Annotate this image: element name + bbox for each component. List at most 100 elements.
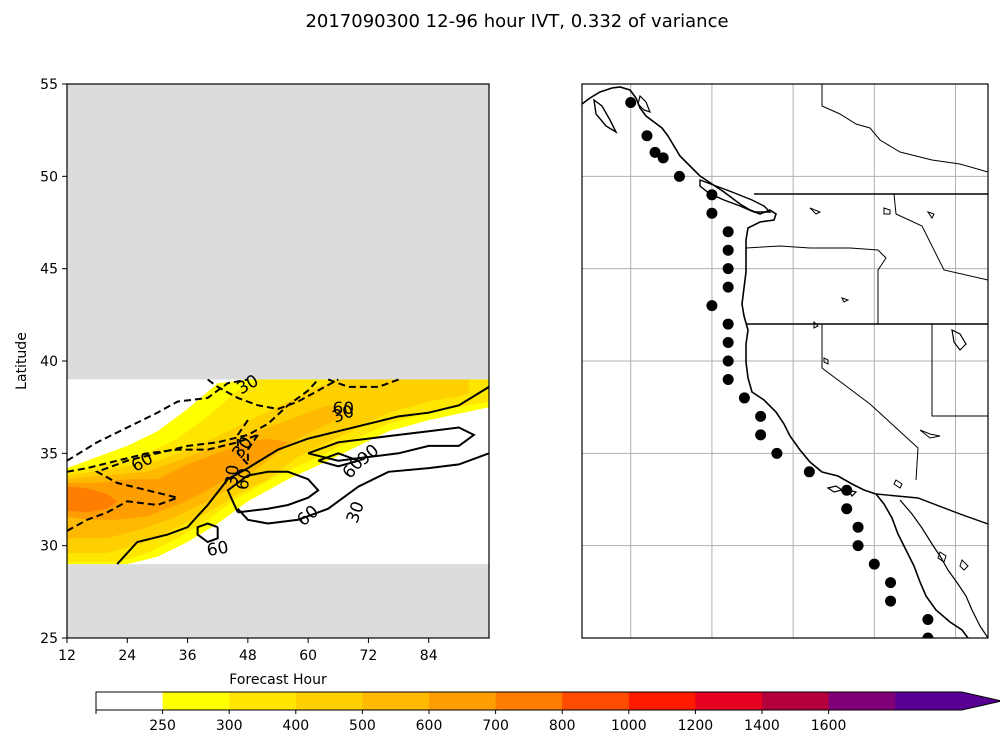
- positive-contour-line-90-5: [317, 452, 362, 468]
- negative-contour-line-60-1: [67, 378, 319, 532]
- colorbar-segment-2: [229, 692, 297, 710]
- colorbar-tick-label-800: 800: [549, 718, 576, 734]
- station-point-17: [755, 410, 767, 422]
- colorbar-segment-4: [362, 692, 430, 710]
- y-axis-label: Latitude: [14, 332, 30, 390]
- positive-contour-line-30-0: [116, 386, 489, 565]
- colorbar-tick-label-300: 300: [216, 718, 243, 734]
- interior-boundary: [821, 84, 988, 173]
- filled-contour-700: [67, 486, 118, 513]
- colorbar-tick-label-600: 600: [416, 718, 443, 734]
- station-point-11: [706, 300, 718, 312]
- station-point-12: [722, 318, 734, 330]
- gulf-islands: [637, 94, 652, 113]
- contour-lines: [67, 378, 489, 565]
- positive-contour-line-60-2: [226, 470, 320, 514]
- contour-label-1: 60: [332, 399, 354, 419]
- y-tick-label-35: 35: [40, 446, 58, 462]
- map-coastline-and-borders: [582, 84, 988, 638]
- map-gridlines: [582, 84, 988, 638]
- baja-islands: [937, 551, 969, 571]
- y-tick-label-55: 55: [40, 77, 58, 93]
- station-point-5: [706, 189, 718, 201]
- contour-label-5: 60: [233, 467, 256, 492]
- negative-contour-line-30-5: [236, 419, 259, 467]
- colorbar-segment-3: [295, 692, 363, 710]
- positive-contour-line-30-4: [237, 452, 489, 525]
- station-point-20: [803, 466, 815, 478]
- y-tick-label-50: 50: [40, 169, 58, 185]
- colorbar-segment-9: [695, 692, 763, 710]
- lake-small-4: [919, 429, 941, 439]
- map-frame: [581, 83, 989, 639]
- filled-contour-600: [67, 438, 288, 520]
- colorbar-segment-1: [162, 692, 230, 710]
- y-tick-label-30: 30: [40, 539, 58, 555]
- station-point-19: [771, 447, 783, 459]
- colorbar-tick-label-1200: 1200: [678, 718, 714, 734]
- station-point-8: [722, 244, 734, 256]
- colorbar-tick-label-1000: 1000: [611, 718, 647, 734]
- station-point-0: [625, 96, 637, 108]
- colorbar-segment-5: [429, 692, 497, 710]
- station-point-3: [657, 152, 669, 164]
- colorbar-tick-label-700: 700: [482, 718, 509, 734]
- station-point-6: [706, 207, 718, 219]
- california-nevada-border: [821, 324, 919, 481]
- negative-contour-line-60-0: [67, 378, 249, 462]
- figure-title: 2017090300 12-96 hour IVT, 0.332 of vari…: [305, 11, 728, 32]
- negative-contour-line-60-4: [327, 378, 399, 388]
- y-axis-ticks: 25 30 35 40 45 50 55: [40, 77, 67, 647]
- x-tick-label-84: 84: [420, 648, 438, 664]
- x-tick-label-72: 72: [360, 648, 378, 664]
- station-points: [625, 96, 934, 638]
- colorbar-tick-label-1600: 1600: [811, 718, 847, 734]
- station-point-15: [722, 373, 734, 385]
- haida-gwaii: [593, 98, 618, 134]
- station-point-29: [922, 632, 934, 638]
- lake-small-2: [883, 207, 935, 219]
- x-axis-ticks: 12 24 36 48 60 72 84: [58, 638, 438, 664]
- washington-oregon-border: [745, 245, 887, 324]
- coastline: [582, 86, 969, 638]
- station-point-22: [841, 503, 853, 515]
- great-salt-lake: [951, 328, 967, 351]
- map-panel: [581, 83, 989, 639]
- colorbar-segment-12: [895, 692, 963, 710]
- x-tick-label-60: 60: [299, 648, 317, 664]
- colorbar-segment-7: [562, 692, 630, 710]
- station-point-25: [868, 558, 880, 570]
- colorbar: 250 300 400 500 600 700 800 1000 1200 1400 1600: [95, 691, 1000, 734]
- baja-east-coast: [899, 499, 988, 638]
- colorbar-tick-label-1400: 1400: [744, 718, 780, 734]
- contour-label-4: 30: [222, 464, 244, 487]
- us-mexico-border: [875, 493, 988, 525]
- colorbar-segment-10: [762, 692, 830, 710]
- x-tick-label-48: 48: [239, 648, 257, 664]
- station-point-2: [649, 146, 661, 158]
- station-point-1: [641, 130, 653, 142]
- station-point-23: [852, 521, 864, 533]
- colorbar-tick-label-400: 400: [282, 718, 309, 734]
- negative-contour-line-30-3: [207, 378, 339, 411]
- station-point-7: [722, 226, 734, 238]
- station-point-24: [852, 540, 864, 552]
- station-point-10: [722, 281, 734, 293]
- nevada-arizona-border: [931, 324, 988, 417]
- y-tick-label-25: 25: [40, 631, 58, 647]
- colorbar-extend-arrow: [961, 692, 1000, 710]
- colorbar-segment-6: [495, 692, 563, 710]
- station-point-26: [885, 577, 897, 589]
- station-point-4: [673, 170, 685, 182]
- y-tick-label-45: 45: [40, 262, 58, 278]
- colorbar-tick-label-250: 250: [149, 718, 176, 734]
- lake-small-1: [809, 207, 822, 215]
- x-tick-label-12: 12: [58, 648, 76, 664]
- lake-small-3: [813, 297, 850, 329]
- station-point-13: [722, 337, 734, 349]
- colorbar-tick-label-500: 500: [349, 718, 376, 734]
- lake-tahoe: [823, 357, 829, 365]
